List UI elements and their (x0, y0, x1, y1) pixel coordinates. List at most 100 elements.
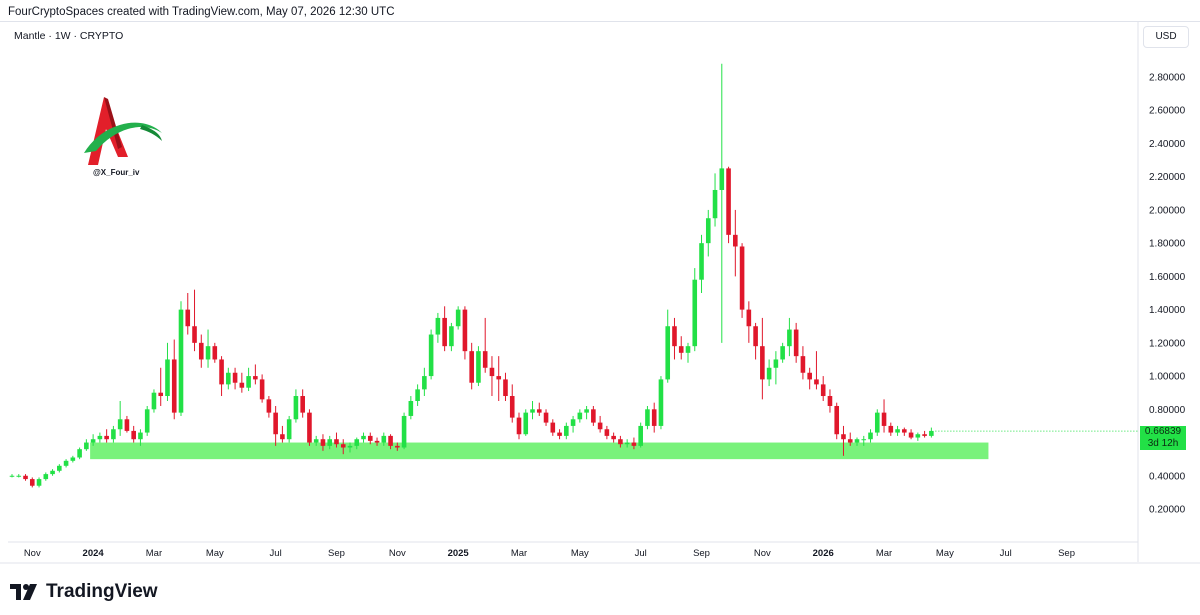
candle (618, 435, 623, 448)
candle (259, 374, 265, 403)
candle-body (226, 372, 231, 385)
candle-body (564, 425, 569, 436)
candle-body (50, 470, 55, 475)
candle-body (793, 329, 799, 357)
footer-brand[interactable]: TradingView (10, 578, 158, 606)
candle-body (395, 445, 400, 448)
candle (611, 432, 616, 443)
candle (536, 402, 542, 416)
candle-body (874, 412, 880, 433)
candle (192, 289, 197, 352)
candle-body (861, 439, 867, 441)
candle-body (780, 346, 785, 360)
candle-body (902, 429, 907, 433)
candle-body (138, 432, 143, 440)
y-tick-label: 2.40000 (1149, 139, 1186, 150)
y-tick-label: 2.60000 (1149, 106, 1186, 117)
logo-icon (84, 97, 162, 165)
candle-body (43, 474, 49, 480)
y-tick-label: 1.80000 (1149, 239, 1186, 250)
candle (70, 455, 76, 463)
y-tick-label: 1.00000 (1149, 372, 1186, 383)
candle-body (827, 396, 833, 406)
candle-body (151, 392, 157, 410)
candle-body (482, 351, 488, 368)
candle-body (908, 432, 914, 438)
candle-body (9, 475, 15, 477)
candle (97, 432, 103, 443)
candle-body (300, 396, 305, 413)
candle (401, 412, 407, 450)
candle-body (313, 439, 319, 443)
candle-body (381, 435, 387, 443)
x-tick-label: Mar (511, 548, 527, 559)
candle-body (70, 457, 76, 461)
candle (246, 367, 251, 392)
x-tick-label: Jul (1000, 548, 1012, 559)
candle (435, 312, 441, 343)
candle (212, 342, 218, 363)
y-tick-label: 1.60000 (1149, 272, 1186, 283)
candle (50, 469, 55, 476)
candle (476, 346, 481, 387)
candle-body (604, 429, 610, 436)
candle (800, 346, 806, 380)
candle (874, 409, 880, 436)
candle (733, 209, 738, 277)
candle-body (246, 376, 251, 388)
candle (624, 439, 630, 448)
candle-body (212, 346, 218, 360)
candle (523, 409, 529, 436)
candle-body (577, 412, 583, 420)
candle-body (665, 326, 671, 380)
candle-body (158, 392, 164, 397)
candle (266, 396, 272, 418)
candle (334, 432, 339, 448)
candle-body (841, 434, 846, 440)
symbol-label[interactable]: Mantle · 1W · CRYPTO (14, 30, 124, 42)
candle-body (712, 189, 718, 219)
candle-body (496, 376, 502, 380)
candle (340, 439, 346, 455)
candle (43, 472, 49, 481)
candle-body (536, 409, 542, 413)
candle (929, 427, 934, 438)
candle (854, 437, 860, 446)
candle (469, 342, 474, 390)
candle-body (97, 435, 103, 440)
candle (726, 166, 731, 244)
candle-body (787, 329, 792, 347)
candle-body (739, 246, 745, 310)
candle (881, 399, 887, 433)
candle (651, 402, 657, 433)
candle (219, 356, 224, 397)
currency-button[interactable]: USD (1143, 26, 1189, 48)
candle-body (253, 376, 258, 380)
candle (63, 459, 69, 468)
grid (0, 22, 1200, 564)
candle (543, 409, 549, 426)
candle (226, 367, 231, 390)
candle (638, 422, 643, 448)
x-tick-label: 2025 (448, 548, 470, 559)
candle-body (915, 434, 921, 438)
candle-body (733, 234, 738, 247)
candle-body (293, 396, 299, 420)
candle-body (631, 442, 637, 446)
candle (280, 425, 285, 443)
x-tick-label: May (206, 548, 224, 559)
candle (584, 405, 589, 420)
candle (29, 477, 35, 488)
candle (604, 425, 610, 440)
candle (577, 409, 583, 423)
candle (787, 317, 792, 357)
candle-body (820, 384, 826, 397)
candle-body (638, 425, 643, 446)
candle-body (415, 389, 420, 401)
candle-body (516, 417, 522, 435)
candle (503, 372, 508, 401)
candle-body (219, 359, 224, 385)
candle (171, 339, 177, 420)
candle-body (273, 412, 278, 435)
